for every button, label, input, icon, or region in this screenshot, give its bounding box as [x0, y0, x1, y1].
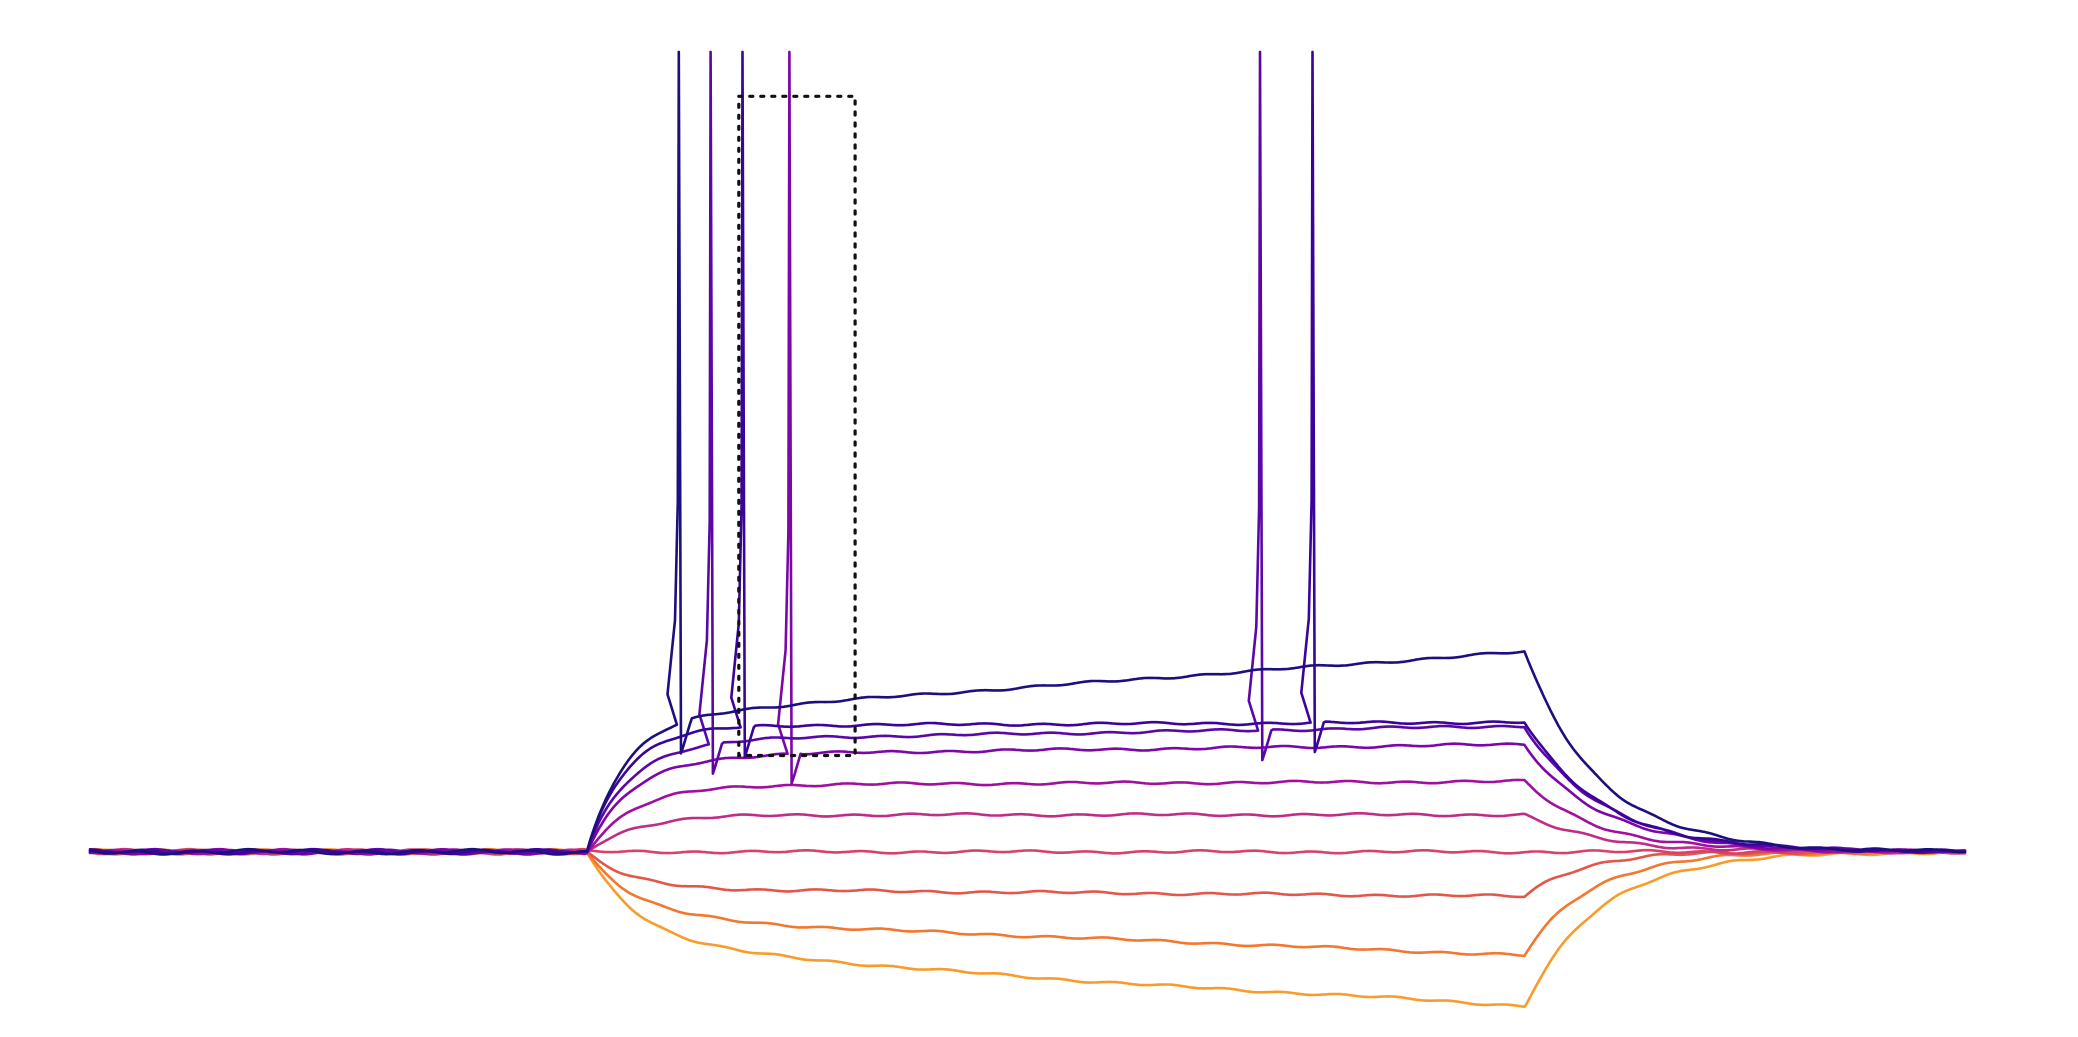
trace-sweep-2	[88, 847, 1967, 958]
overlay-layer	[737, 94, 857, 758]
trace-sweep-8	[88, 50, 1967, 856]
trace-sweep-1	[88, 847, 1967, 1009]
trace-sweep-10	[88, 50, 1967, 856]
trace-sweep-9	[88, 50, 1967, 856]
highlight-box	[737, 94, 857, 758]
trace-sweep-6	[88, 778, 1967, 856]
trace-sweep-3	[88, 848, 1967, 899]
traces-layer	[88, 50, 1967, 1009]
